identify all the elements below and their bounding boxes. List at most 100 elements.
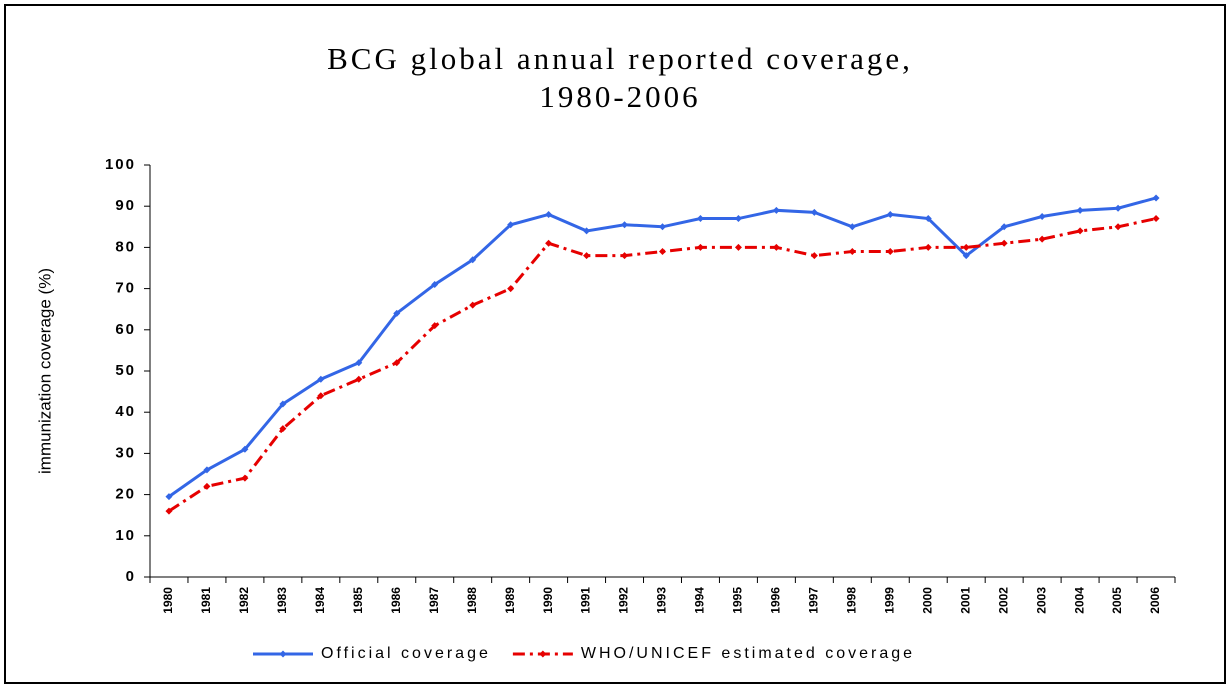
y-tick-label: 20 <box>115 486 136 503</box>
point <box>734 243 742 251</box>
x-tick-label: 1998 <box>844 587 858 614</box>
point <box>507 285 515 293</box>
point <box>621 221 629 229</box>
point <box>659 223 666 231</box>
x-tick-label: 1994 <box>693 587 707 614</box>
point <box>393 309 401 317</box>
x-tick-label: 2006 <box>1148 587 1162 614</box>
point <box>1152 215 1160 223</box>
x-tick-label: 1986 <box>389 587 403 614</box>
point <box>1114 204 1122 212</box>
point <box>203 482 211 490</box>
y-tick-label: 60 <box>115 321 136 338</box>
legend-label: WHO/UNICEF estimated coverage <box>581 645 915 662</box>
point <box>1000 239 1008 247</box>
point <box>1114 223 1122 231</box>
point <box>507 221 515 229</box>
y-tick-label: 90 <box>115 197 136 214</box>
chart-frame <box>4 4 1226 684</box>
x-tick-label: 1984 <box>313 587 327 614</box>
point <box>241 445 249 453</box>
point <box>659 248 666 256</box>
point <box>848 248 856 256</box>
point <box>848 223 856 231</box>
point <box>355 359 363 367</box>
x-tick-label: 1981 <box>199 587 213 614</box>
point <box>924 215 932 223</box>
y-tick-label: 100 <box>105 156 136 173</box>
point <box>886 210 894 218</box>
point <box>583 252 591 260</box>
legend-label: Official coverage <box>321 645 491 662</box>
x-tick-label: 1997 <box>807 587 821 614</box>
point <box>279 425 287 433</box>
x-tick-label: 1990 <box>541 587 555 614</box>
y-tick-label: 30 <box>115 444 136 461</box>
x-tick-label: 2004 <box>1072 587 1086 614</box>
point <box>886 248 894 256</box>
y-tick-label: 40 <box>115 403 136 420</box>
point <box>583 227 591 235</box>
y-tick-label: 10 <box>115 527 136 544</box>
x-tick-label: 1992 <box>617 587 631 614</box>
series-line <box>168 196 1157 498</box>
x-tick-label: 2002 <box>996 587 1010 614</box>
x-tick-label: 1985 <box>351 587 365 614</box>
x-tick-label: 1988 <box>465 587 479 614</box>
x-tick-label: 1999 <box>882 587 896 614</box>
y-axis-label: immunization coverage (%) <box>35 268 54 474</box>
point <box>165 507 173 515</box>
legend-marker <box>539 650 547 658</box>
x-tick-label: 2005 <box>1110 587 1124 614</box>
legend-marker <box>279 650 287 658</box>
x-tick-label: 1995 <box>731 587 745 614</box>
x-tick-label: 1987 <box>427 587 441 614</box>
x-tick-label: 1996 <box>769 587 783 614</box>
x-tick-label: 1980 <box>161 587 175 614</box>
x-tick-label: 1991 <box>579 587 593 614</box>
point <box>317 392 325 400</box>
point <box>1038 213 1046 220</box>
point <box>1076 227 1084 235</box>
point <box>924 243 932 251</box>
point <box>772 206 780 214</box>
point <box>545 210 553 218</box>
point <box>962 252 970 260</box>
point <box>393 359 401 367</box>
point <box>772 243 780 251</box>
x-tick-label: 2000 <box>920 587 934 614</box>
point <box>317 375 325 383</box>
y-tick-label: 0 <box>126 568 136 585</box>
x-tick-label: 1983 <box>275 587 289 614</box>
point <box>165 493 173 501</box>
point <box>431 322 439 330</box>
x-tick-label: 1989 <box>503 587 517 614</box>
point <box>962 243 970 251</box>
point <box>1000 223 1008 231</box>
point <box>469 256 477 264</box>
point <box>696 243 704 251</box>
x-tick-label: 2001 <box>958 587 972 614</box>
point <box>203 466 211 474</box>
point <box>1038 235 1046 243</box>
point <box>696 215 704 223</box>
y-tick-label: 80 <box>115 238 136 255</box>
point <box>621 252 629 260</box>
point <box>431 280 439 288</box>
point <box>355 375 363 383</box>
point <box>1076 206 1084 214</box>
x-tick-label: 2003 <box>1034 587 1048 614</box>
point <box>241 474 249 482</box>
point <box>1152 194 1160 202</box>
point <box>810 208 818 216</box>
point <box>734 215 742 223</box>
y-tick-label: 50 <box>115 362 136 379</box>
chart-title: BCG global annual reported coverage, 198… <box>327 41 913 114</box>
point <box>810 252 818 260</box>
x-tick-label: 1982 <box>237 587 251 614</box>
point <box>469 301 477 309</box>
point <box>545 239 553 247</box>
y-tick-label: 70 <box>115 280 136 297</box>
point <box>279 400 287 408</box>
